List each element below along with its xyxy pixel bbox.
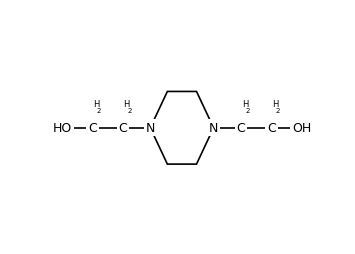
Text: C: C [88, 122, 97, 135]
Text: N: N [146, 122, 155, 135]
Text: 2: 2 [97, 108, 101, 114]
Text: OH: OH [292, 122, 311, 135]
Text: N: N [209, 122, 218, 135]
Text: C: C [237, 122, 245, 135]
Text: 2: 2 [276, 108, 280, 114]
Text: H: H [272, 100, 278, 109]
Text: 2: 2 [246, 108, 250, 114]
Text: H: H [242, 100, 248, 109]
Text: H: H [123, 100, 130, 109]
Text: H: H [93, 100, 99, 109]
Text: 2: 2 [127, 108, 132, 114]
Text: HO: HO [53, 122, 72, 135]
Text: C: C [267, 122, 276, 135]
Text: C: C [119, 122, 127, 135]
